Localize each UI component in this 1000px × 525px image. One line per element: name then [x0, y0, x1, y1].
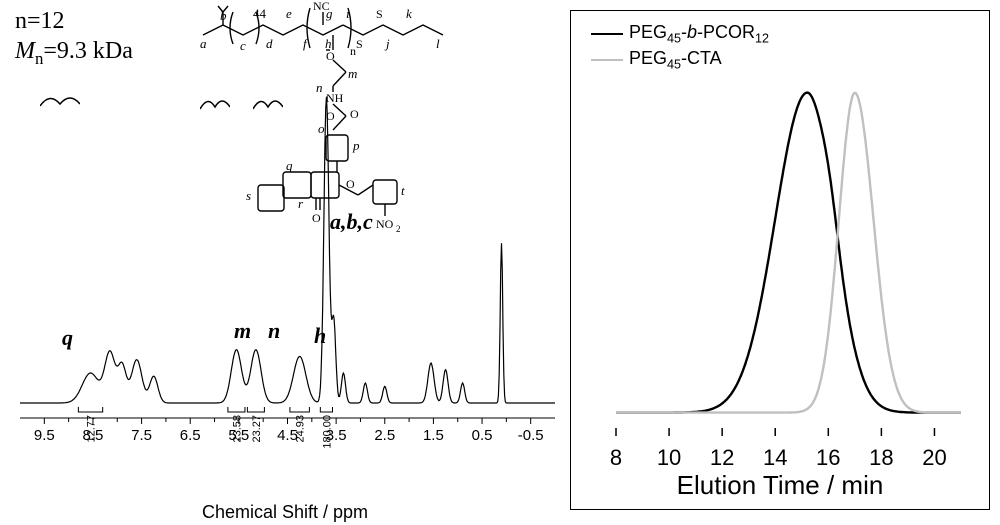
legend-entry-2: PEG45-CTA — [591, 47, 769, 73]
legend-entry-1: PEG45-b-PCOR12 — [591, 21, 769, 47]
legend-line-1 — [591, 33, 623, 35]
nmr-spectrum: 9.58.57.56.55.54.53.52.51.50.5-0.5 12.77… — [10, 60, 565, 460]
break-mark-1 — [40, 92, 80, 108]
svg-text:h: h — [325, 36, 332, 51]
svg-text:i: i — [346, 6, 350, 21]
n-equals-text: n=12 — [15, 8, 65, 35]
svg-text:23.58: 23.58 — [231, 415, 243, 443]
gpc-plot — [611, 41, 966, 441]
svg-text:d: d — [266, 36, 273, 51]
svg-text:6.5: 6.5 — [180, 427, 201, 444]
svg-text:e: e — [286, 6, 292, 21]
peak-label-q: q — [62, 325, 73, 351]
gpc-tick-label: 16 — [816, 445, 840, 471]
svg-text:g: g — [326, 6, 333, 21]
svg-text:1.5: 1.5 — [423, 427, 444, 444]
svg-text:c: c — [240, 38, 246, 53]
svg-text:7.5: 7.5 — [131, 427, 152, 444]
svg-text:a: a — [200, 36, 207, 51]
gpc-panel: PEG45-b-PCOR12 PEG45-CTA 8 10 12 14 16 18 20 E… — [570, 10, 990, 510]
svg-text:-0.5: -0.5 — [518, 427, 544, 444]
svg-text:23.27: 23.27 — [251, 415, 263, 443]
gpc-tick-label: 14 — [763, 445, 787, 471]
nmr-x-title: Chemical Shift / ppm — [202, 502, 368, 523]
break-mark-3 — [253, 95, 283, 111]
svg-text:S: S — [376, 7, 383, 21]
svg-text:12.77: 12.77 — [86, 415, 98, 443]
svg-text:44: 44 — [253, 6, 267, 21]
svg-text:NC: NC — [313, 0, 330, 13]
svg-text:S: S — [356, 37, 363, 51]
peak-label-m: m — [234, 318, 251, 344]
gpc-tick-label: 18 — [869, 445, 893, 471]
break-mark-2 — [200, 95, 230, 111]
svg-text:j: j — [384, 36, 390, 51]
nmr-panel: n=12 Mn=9.3 kDa a b c 44 d e f g i NC S … — [0, 0, 570, 525]
svg-text:24.93: 24.93 — [295, 415, 307, 443]
svg-text:b: b — [220, 8, 227, 23]
gpc-tick-label: 8 — [610, 445, 622, 471]
peak-label-abc: a,b,c — [330, 209, 373, 235]
svg-text:f: f — [303, 36, 309, 51]
gpc-tick-label: 12 — [710, 445, 734, 471]
peak-label-n: n — [268, 318, 280, 344]
gpc-tick-label: 20 — [922, 445, 946, 471]
svg-text:n: n — [350, 44, 356, 58]
legend-line-2 — [591, 59, 623, 61]
gpc-legend: PEG45-b-PCOR12 PEG45-CTA — [591, 21, 769, 73]
legend-label-1: PEG45-b-PCOR12 — [629, 22, 769, 46]
svg-text:9.5: 9.5 — [34, 427, 55, 444]
peak-label-h: h — [314, 323, 326, 349]
svg-text:0.5: 0.5 — [472, 427, 493, 444]
gpc-tick-label: 10 — [657, 445, 681, 471]
svg-text:l: l — [436, 36, 440, 51]
svg-text:k: k — [406, 6, 412, 21]
svg-text:180.00: 180.00 — [321, 415, 333, 449]
svg-text:2.5: 2.5 — [374, 427, 395, 444]
legend-label-2: PEG45-CTA — [629, 48, 722, 72]
gpc-x-title: Elution Time / min — [677, 470, 884, 501]
